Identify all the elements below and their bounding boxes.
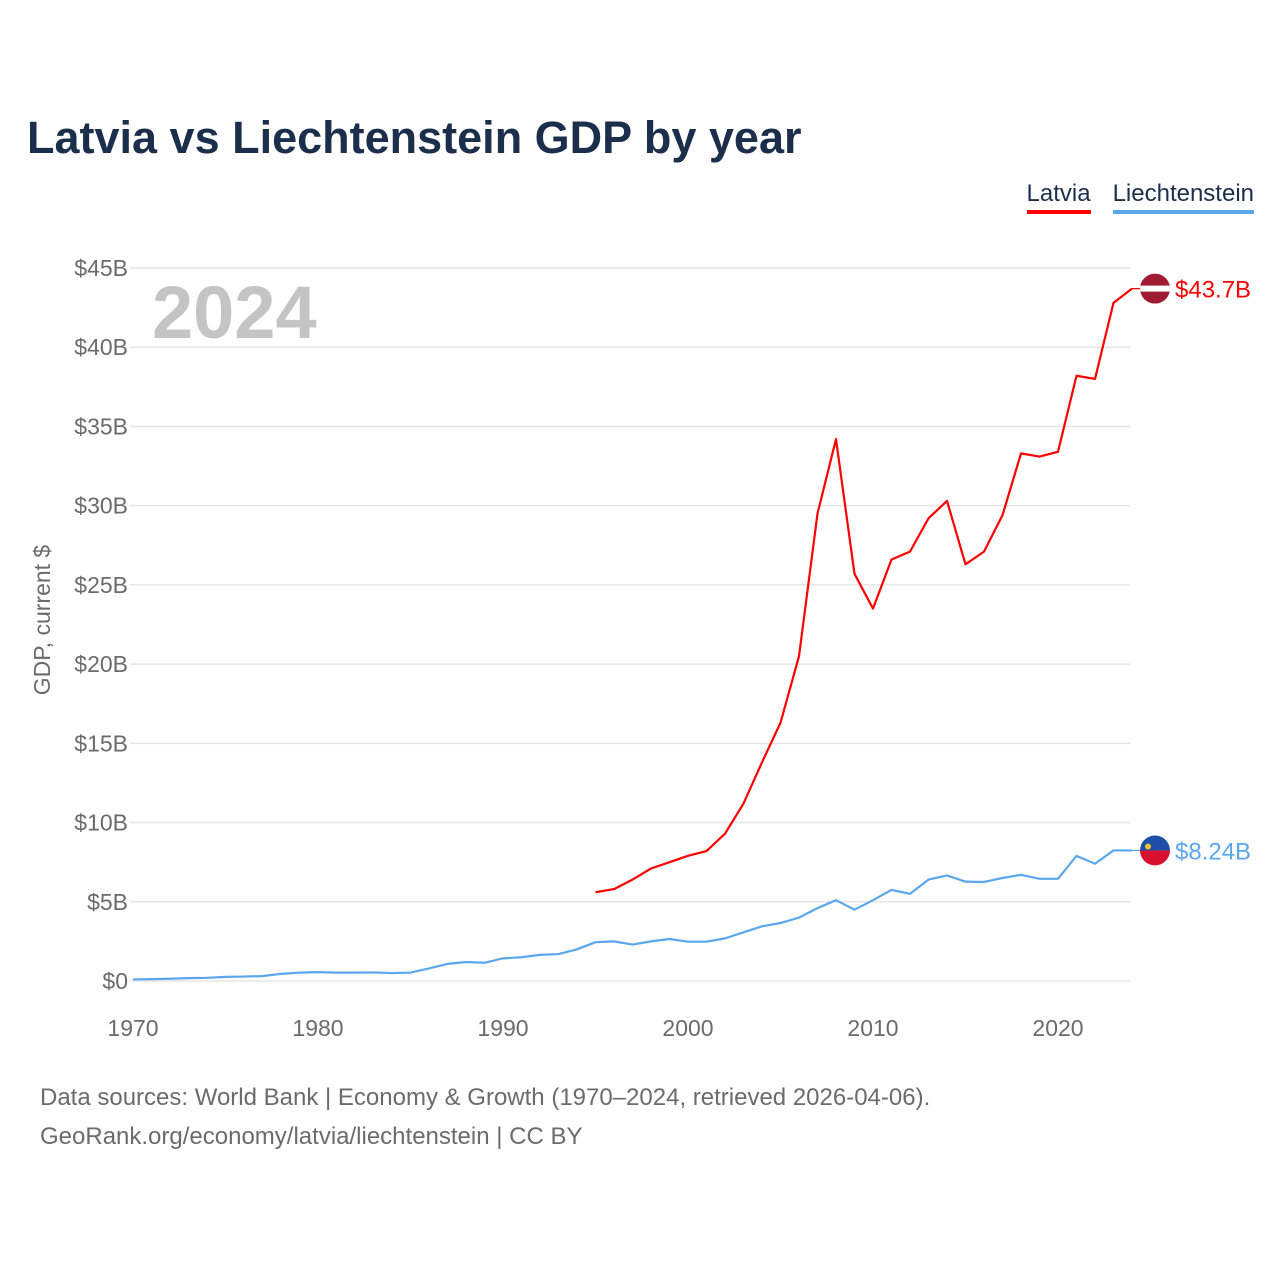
liechtenstein-flag-icon — [1140, 835, 1170, 866]
end-value-label-latvia: $43.7B — [1175, 277, 1251, 304]
y-tick-label: $5B — [87, 889, 128, 915]
y-tick-label: $40B — [74, 334, 128, 360]
y-axis-label: GDP, current $ — [29, 545, 55, 696]
y-tick-label: $0 — [102, 968, 128, 994]
legend-item-liechtenstein[interactable]: Liechtenstein — [1112, 180, 1254, 214]
legend-item-latvia[interactable]: Latvia — [1026, 180, 1091, 214]
y-tick-label: $25B — [74, 572, 128, 598]
x-tick-label: 1970 — [107, 1015, 158, 1041]
series-line-liechtenstein — [132, 849, 1132, 981]
chart-title: Latvia vs Liechtenstein GDP by year — [27, 112, 802, 163]
footer-sources: Data sources: World Bank | Economy & Gro… — [40, 1084, 931, 1111]
y-tick-label: $15B — [74, 730, 128, 756]
y-tick-label: $35B — [74, 413, 128, 439]
y-tick-label: $30B — [74, 493, 128, 519]
y-tick-label: $10B — [74, 810, 128, 836]
x-tick-label: 2010 — [847, 1015, 898, 1041]
series-line-latvia — [595, 287, 1133, 894]
x-tick-label: 2020 — [1032, 1015, 1083, 1041]
x-tick-label: 2000 — [662, 1015, 713, 1041]
y-tick-label: $45B — [74, 255, 128, 281]
end-value-label-liechtenstein: $8.24B — [1175, 838, 1251, 865]
latvia-flag-icon — [1140, 273, 1170, 304]
y-tick-label: $20B — [74, 651, 128, 677]
x-tick-label: 1990 — [477, 1015, 528, 1041]
legend: Latvia Liechtenstein — [1026, 180, 1254, 214]
footer-credit: GeoRank.org/economy/latvia/liechtenstein… — [40, 1123, 583, 1150]
current-year-label: 2024 — [152, 271, 317, 354]
x-tick-label: 1980 — [292, 1015, 343, 1041]
